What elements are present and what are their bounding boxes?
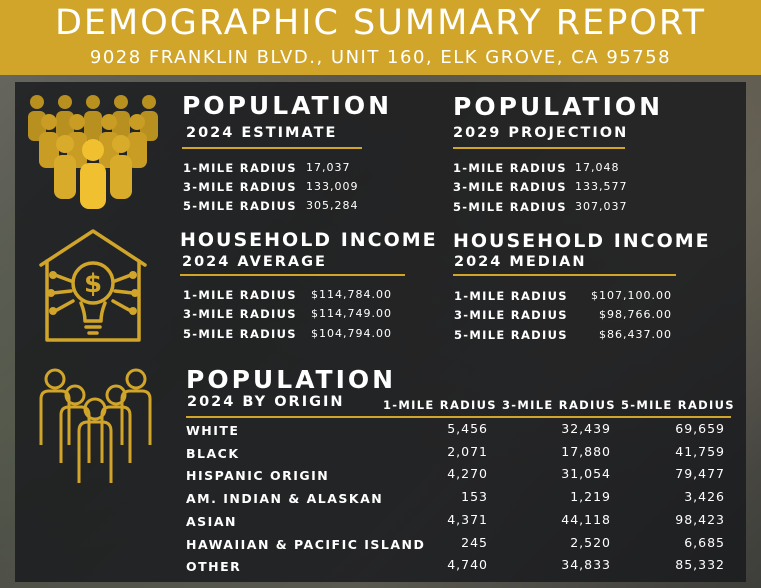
income-median-subtitle: 2024 MEDIAN [454,254,587,270]
income-med-value-1: $107,100.00 [591,289,672,302]
origin-value-3-mile: 32,439 [561,421,611,436]
origin-value-1-mile: 245 [461,535,488,550]
pop2029-label-5: 5-MILE RADIUS [453,200,567,214]
income-average-title: HOUSEHOLD INCOME [180,229,438,251]
origin-value-3-mile: 1,219 [570,489,611,504]
origin-column-3-mile: 3-MILE RADIUS [502,398,616,412]
origin-value-5-mile: 41,759 [675,444,725,459]
origin-value-5-mile: 69,659 [675,421,725,436]
property-address: 9028 FRANKLIN BLVD., UNIT 160, ELK GROVE… [89,47,672,68]
pop2024-value-3: 133,009 [306,180,359,193]
report-header: DEMOGRAPHIC SUMMARY REPORT 9028 FRANKLIN… [0,0,761,75]
pop2029-value-1: 17,048 [575,161,620,174]
house-income-icon: $ [39,229,147,342]
population-2024-title: POPULATION [182,91,393,120]
origin-rule [186,416,731,418]
income-avg-value-1: $114,784.00 [311,288,392,301]
income-med-label-3: 3-MILE RADIUS [454,308,568,322]
income-med-value-5: $86,437.00 [599,328,672,341]
origin-value-5-mile: 98,423 [675,512,725,527]
origin-column-1-mile: 1-MILE RADIUS [383,398,497,412]
people-group-icon [39,368,152,483]
origin-value-1-mile: 5,456 [447,421,488,436]
pop2024-value-5: 305,284 [306,199,359,212]
income-avg-label-3: 3-MILE RADIUS [183,307,297,321]
income-average-subtitle: 2024 AVERAGE [182,254,327,270]
origin-row-label: OTHER [186,559,242,574]
population-2029-subtitle: 2029 PROJECTION [453,125,629,141]
origin-row-label: ASIAN [186,514,237,529]
population-2024-rule [182,147,362,149]
pop2024-label-5: 5-MILE RADIUS [183,199,297,213]
origin-value-3-mile: 44,118 [561,512,611,527]
origin-row-label: HISPANIC ORIGIN [186,468,330,483]
origin-value-5-mile: 85,332 [675,557,725,572]
origin-title: POPULATION [186,365,397,394]
pop2029-label-1: 1-MILE RADIUS [453,161,567,175]
pop2029-value-3: 133,577 [575,180,628,193]
origin-column-5-mile: 5-MILE RADIUS [621,398,735,412]
crowd-icon [28,95,158,209]
origin-row-label: AM. INDIAN & ALASKAN [186,491,384,506]
income-avg-value-3: $114,749.00 [311,307,392,320]
income-median-rule [453,274,676,276]
population-2024-subtitle: 2024 ESTIMATE [186,125,338,141]
origin-value-3-mile: 2,520 [570,535,611,550]
origin-value-1-mile: 4,740 [447,557,488,572]
income-avg-label-1: 1-MILE RADIUS [183,288,297,302]
income-med-label-5: 5-MILE RADIUS [454,328,568,342]
report-title: DEMOGRAPHIC SUMMARY REPORT [54,3,707,43]
income-med-value-3: $98,766.00 [599,308,672,321]
pop2029-label-3: 3-MILE RADIUS [453,180,567,194]
pop2024-label-1: 1-MILE RADIUS [183,161,297,175]
origin-row-label: WHITE [186,423,240,438]
svg-text:$: $ [84,269,102,299]
origin-subtitle: 2024 BY ORIGIN [187,394,345,410]
origin-row-label: HAWAIIAN & PACIFIC ISLAND [186,537,426,552]
origin-value-3-mile: 31,054 [561,466,611,481]
income-avg-label-5: 5-MILE RADIUS [183,327,297,341]
origin-value-1-mile: 2,071 [447,444,488,459]
population-2029-title: POPULATION [453,92,664,121]
origin-value-5-mile: 79,477 [675,466,725,481]
income-median-title: HOUSEHOLD INCOME [453,230,711,252]
origin-value-5-mile: 3,426 [684,489,725,504]
origin-value-1-mile: 153 [461,489,488,504]
origin-value-3-mile: 17,880 [561,444,611,459]
pop2024-label-3: 3-MILE RADIUS [183,180,297,194]
origin-value-1-mile: 4,270 [447,466,488,481]
population-2029-rule [453,147,625,149]
income-average-rule [180,274,405,276]
origin-value-5-mile: 6,685 [684,535,725,550]
pop2024-value-1: 17,037 [306,161,351,174]
income-avg-value-5: $104,794.00 [311,327,392,340]
origin-row-label: BLACK [186,446,240,461]
origin-value-3-mile: 34,833 [561,557,611,572]
pop2029-value-5: 307,037 [575,200,628,213]
origin-value-1-mile: 4,371 [447,512,488,527]
income-med-label-1: 1-MILE RADIUS [454,289,568,303]
